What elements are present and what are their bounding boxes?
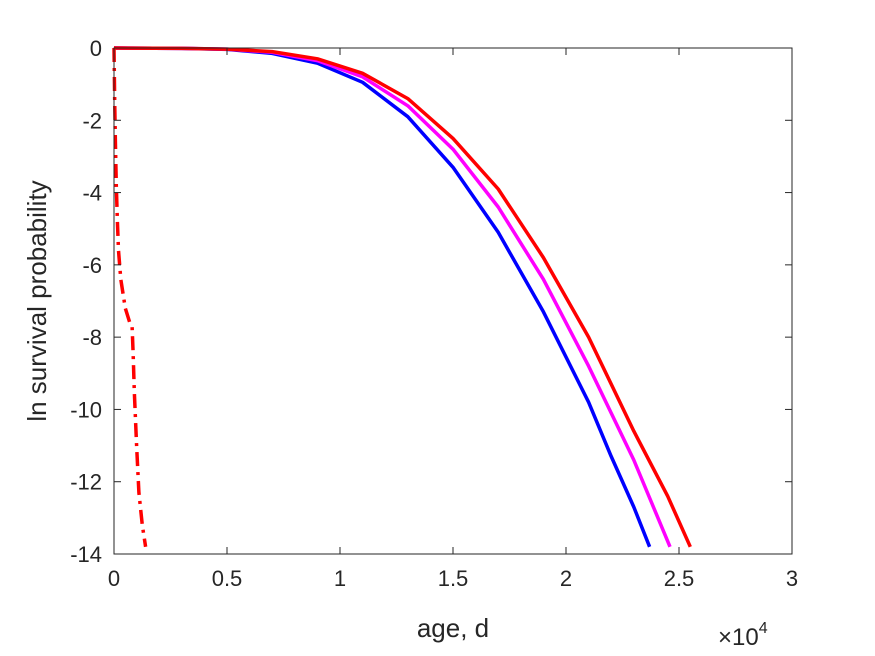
tick-labels-layer: 0 0.5 1 1.5 2 2.5 3 0 -2 -4 -6 -8 -10 -12 -14 xyxy=(70,36,798,591)
x-tick-label: 3 xyxy=(786,566,798,591)
plot-area xyxy=(114,48,792,554)
y-axis-label: ln survival probability xyxy=(22,180,52,421)
x-tick-label: 2.5 xyxy=(664,566,695,591)
x-tick-label: 0.5 xyxy=(212,566,243,591)
y-tick-label: -12 xyxy=(70,470,102,495)
series-layer xyxy=(112,46,692,548)
x-tick-label: 0 xyxy=(108,566,120,591)
x-axis-multiplier-base: ×10 xyxy=(718,624,759,651)
series-line-3 xyxy=(113,46,692,548)
x-tick-label: 2 xyxy=(560,566,572,591)
y-tick-label: -10 xyxy=(70,397,102,422)
x-axis-multiplier-exponent: 4 xyxy=(759,620,768,637)
y-tick-label: -2 xyxy=(82,108,102,133)
x-tick-label: 1 xyxy=(334,566,346,591)
y-tick-label: -6 xyxy=(82,253,102,278)
x-axis-label: age, d xyxy=(417,613,489,643)
y-tick-label: -4 xyxy=(82,181,102,206)
x-tick-label: 1.5 xyxy=(438,566,469,591)
y-tick-label: 0 xyxy=(90,36,102,61)
x-axis-multiplier: ×104 xyxy=(718,620,768,651)
series-line-4 xyxy=(112,47,148,548)
ticks-layer xyxy=(113,47,793,555)
y-tick-label: -8 xyxy=(82,325,102,350)
y-tick-label: -14 xyxy=(70,542,102,567)
